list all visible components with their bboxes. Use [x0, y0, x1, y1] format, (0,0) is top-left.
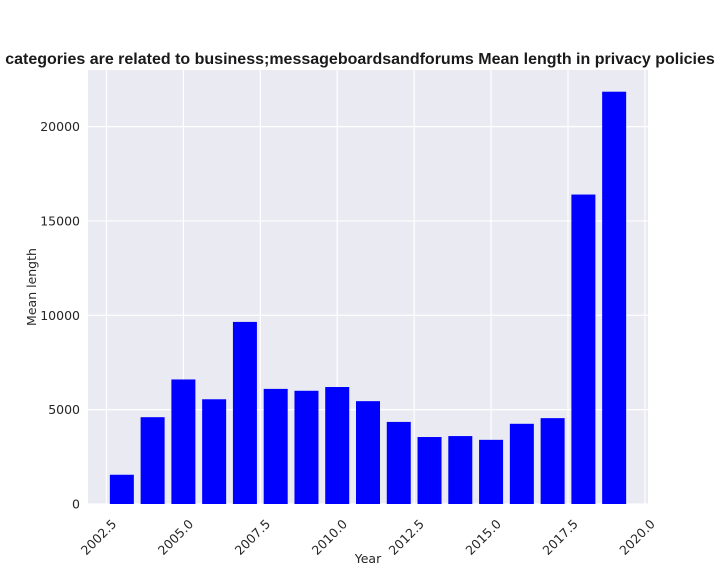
y-tick-label: 20000	[40, 119, 80, 134]
bar	[109, 474, 134, 504]
x-axis-label: Year	[354, 551, 382, 566]
bar	[448, 436, 473, 504]
y-tick-label: 5000	[48, 402, 80, 417]
x-tick-label: 2012.5	[386, 516, 428, 558]
bar	[356, 401, 380, 504]
x-tick-label: 2015.0	[462, 516, 504, 558]
bars	[109, 91, 627, 504]
bar	[263, 388, 288, 504]
y-tick-label: 15000	[40, 213, 80, 228]
chart-title: categories are related to business;messa…	[5, 51, 715, 68]
y-tick-label: 0	[72, 497, 80, 512]
bar	[479, 439, 504, 504]
x-tick-label: 2020.0	[616, 516, 658, 558]
y-axis-label: Mean length	[24, 248, 39, 326]
bar	[171, 379, 196, 504]
x-tick-label: 2002.5	[78, 516, 120, 558]
x-tick-label: 2010.0	[309, 516, 351, 558]
bar	[202, 399, 227, 504]
x-tick-label: 2017.5	[539, 516, 581, 558]
bar	[571, 194, 596, 504]
y-tick-label: 10000	[40, 308, 80, 323]
bar	[140, 417, 165, 504]
bar	[509, 423, 534, 504]
bar	[294, 390, 319, 504]
y-axis-ticks: 0 5000 10000 15000 20000	[40, 119, 80, 511]
bar	[540, 418, 565, 504]
bar	[232, 321, 257, 504]
bar	[325, 387, 350, 504]
bar	[417, 437, 442, 504]
x-tick-label: 2007.5	[232, 516, 274, 558]
bar	[386, 421, 411, 504]
bar	[602, 91, 627, 504]
x-tick-label: 2005.0	[155, 516, 197, 558]
